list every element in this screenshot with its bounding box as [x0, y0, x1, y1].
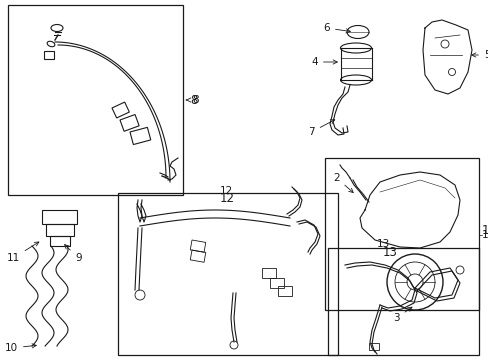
Text: 12: 12 [220, 186, 233, 196]
Bar [278, 286, 291, 296]
Bar [46, 224, 74, 236]
Text: 11: 11 [7, 242, 39, 263]
Text: 3: 3 [392, 307, 411, 323]
Text: 2: 2 [333, 173, 352, 193]
Bar [262, 268, 275, 278]
Text: 8: 8 [186, 95, 198, 105]
Text: 7: 7 [308, 120, 334, 137]
Bar [44, 51, 54, 59]
Bar [190, 250, 205, 262]
Bar [368, 343, 378, 350]
Text: 8: 8 [190, 94, 197, 107]
Bar [190, 240, 205, 252]
Text: 13: 13 [382, 246, 397, 258]
Text: 4: 4 [311, 57, 337, 67]
Text: 1: 1 [481, 230, 488, 240]
Bar [8, 5, 183, 195]
Bar [130, 127, 150, 145]
Text: 9: 9 [64, 244, 81, 263]
Bar [118, 193, 337, 355]
Bar [50, 236, 70, 246]
Bar [120, 114, 139, 131]
Bar [269, 278, 284, 288]
Bar [325, 158, 478, 310]
Text: 5: 5 [471, 50, 488, 60]
Bar [112, 102, 129, 118]
Text: 13: 13 [376, 239, 389, 249]
Text: 10: 10 [5, 343, 36, 353]
Text: 6: 6 [323, 23, 349, 33]
Bar [42, 210, 77, 224]
Text: 1: 1 [481, 224, 488, 237]
Bar [327, 248, 478, 355]
Text: 12: 12 [220, 193, 235, 206]
